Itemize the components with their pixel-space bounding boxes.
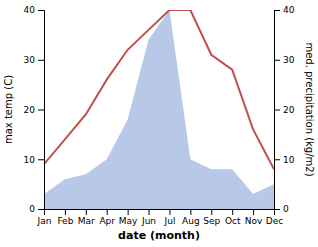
- y2-axis: 0 10 20 30 40: [274, 5, 295, 214]
- x-tick-label: Feb: [57, 216, 73, 226]
- x-tick-mark: [169, 209, 170, 215]
- y2-tick-mark: [274, 159, 280, 160]
- y-tick-label: 30: [24, 55, 36, 65]
- x-tick-label: Jul: [164, 216, 176, 226]
- y2-tick-mark: [274, 60, 280, 61]
- chart: JanFebMarAprMayJunJulAugSepOctNovDec0102…: [0, 0, 318, 247]
- x-tick-mark: [253, 209, 254, 215]
- y-axis: 0 10 20 30 40: [24, 5, 45, 214]
- x-tick-mark: [65, 209, 66, 215]
- x-tick: Dec: [266, 209, 283, 226]
- axis-line: [45, 210, 275, 216]
- y-tick: 20: [24, 105, 44, 115]
- y2-tick: 0: [274, 204, 289, 214]
- y-tick: 0: [29, 204, 44, 214]
- y-tick-label: 20: [24, 105, 36, 115]
- axis-line: [275, 11, 281, 210]
- plot-area: [44, 10, 274, 209]
- y-tick-mark: [38, 60, 44, 61]
- x-tick: May: [119, 209, 138, 226]
- x-tick-label: Oct: [225, 216, 241, 226]
- x-tick: Nov: [245, 209, 263, 226]
- y2-tick-label: 10: [283, 155, 295, 165]
- x-tick-label: Mar: [78, 216, 95, 226]
- x-tick: Jun: [141, 209, 156, 226]
- y2-tick-label: 30: [283, 55, 295, 65]
- x-tick-mark: [107, 209, 108, 215]
- x-tick: Oct: [225, 209, 241, 226]
- x-axis-title: date (month): [118, 229, 200, 242]
- x-tick-mark: [128, 209, 129, 215]
- x-tick-mark: [232, 209, 233, 215]
- x-tick-label: Jun: [141, 216, 156, 226]
- y2-tick-label: 0: [283, 204, 289, 214]
- line: [44, 10, 274, 169]
- x-tick-label: Aug: [182, 216, 200, 226]
- x-tick-label: Nov: [245, 216, 263, 226]
- y2-tick-mark: [274, 209, 280, 210]
- x-tick: Apr: [99, 209, 115, 226]
- axis-line: [38, 11, 45, 210]
- x-tick-label: Sep: [203, 216, 220, 226]
- x-tick: Jul: [164, 209, 176, 226]
- y2-axis-title: med. precipitation (kg/m2): [304, 42, 315, 176]
- y-tick-label: 10: [24, 155, 36, 165]
- y-tick-mark: [38, 209, 44, 210]
- y-tick-mark: [38, 110, 44, 111]
- x-tick: Jan: [37, 209, 52, 226]
- y-tick: 30: [24, 55, 44, 65]
- y2-tick-mark: [274, 10, 280, 11]
- y-tick: 10: [24, 155, 44, 165]
- y2-tick: 10: [274, 155, 295, 165]
- y-axis-title: max temp (C): [3, 75, 14, 144]
- area: [44, 10, 274, 209]
- x-tick-label: Jan: [37, 216, 52, 226]
- x-tick: Feb: [57, 209, 73, 226]
- y-tick-label: 0: [29, 204, 35, 214]
- x-tick-label: Apr: [99, 216, 115, 226]
- x-tick: Aug: [182, 209, 200, 226]
- x-tick-mark: [149, 209, 150, 215]
- y2-tick: 40: [274, 5, 295, 15]
- x-axis: Jan Feb Mar Apr MayJun Jul AugSep Oct NovDec: [37, 209, 284, 226]
- y2-tick-label: 20: [283, 105, 295, 115]
- x-tick: Mar: [78, 209, 95, 226]
- y-tick: 40: [24, 5, 44, 15]
- y-tick-mark: [38, 159, 44, 160]
- y-tick-mark: [38, 10, 44, 11]
- y2-tick-label: 40: [283, 5, 295, 15]
- x-tick-mark: [86, 209, 87, 215]
- x-tick-mark: [190, 209, 191, 215]
- x-tick: Sep: [203, 209, 220, 226]
- y2-tick: 20: [274, 105, 295, 115]
- y2-tick: 30: [274, 55, 295, 65]
- x-tick-mark: [211, 209, 212, 215]
- y2-tick-mark: [274, 110, 280, 111]
- y-tick-label: 40: [24, 5, 36, 15]
- x-tick-label: Dec: [266, 216, 283, 226]
- x-tick-label: May: [119, 216, 138, 226]
